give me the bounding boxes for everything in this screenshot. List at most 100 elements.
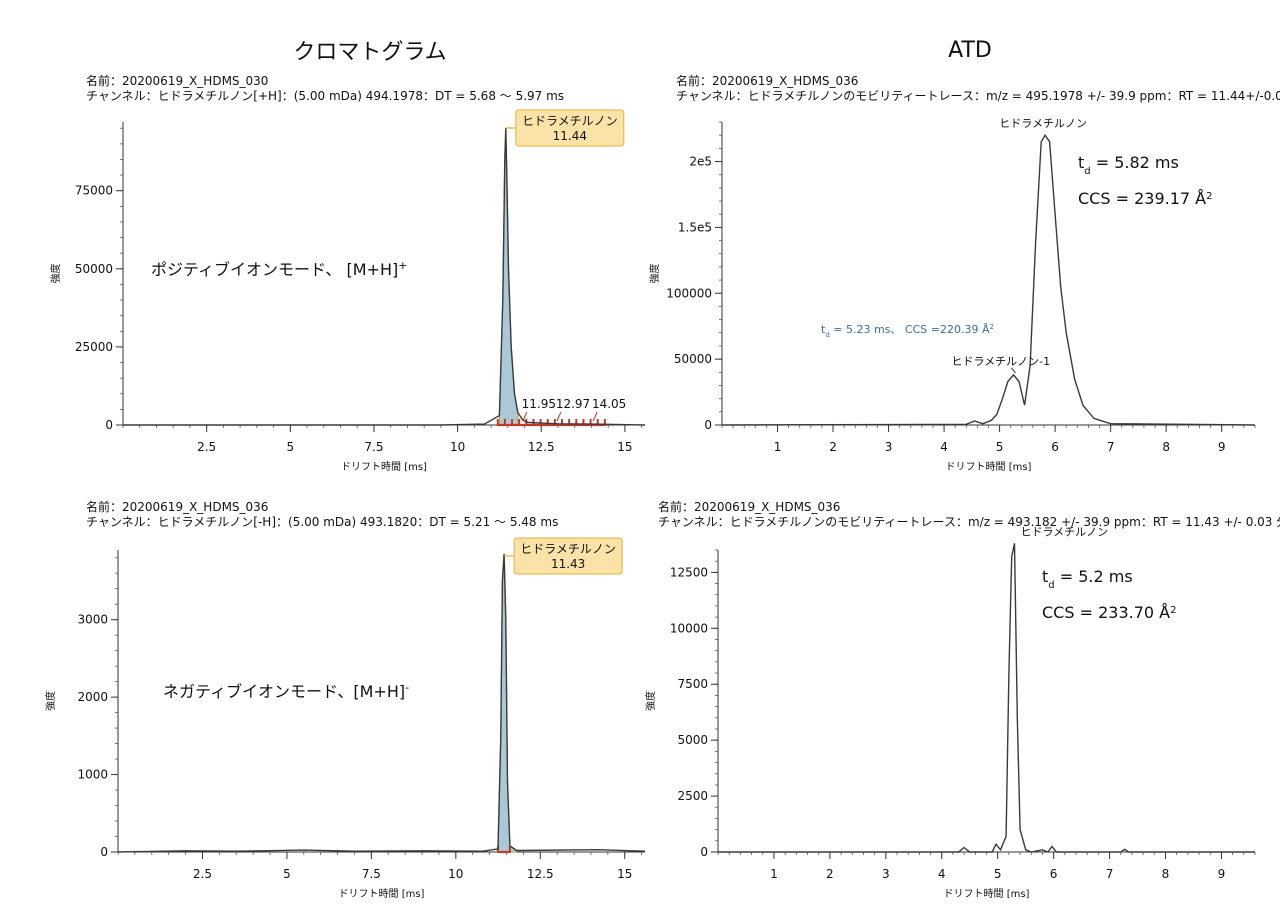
panel1-channel: チャンネル：ヒドラメチルノン[+H]：(5.00 mDa) 494.1978：D… <box>86 89 565 103</box>
x-tick-label: 7.5 <box>362 867 381 881</box>
apex-label-name: ヒドラメチルノン <box>522 114 618 128</box>
td-callout: td = 5.2 ms <box>1042 567 1133 591</box>
x-axis-label: ドリフト時間 [ms] <box>339 888 425 900</box>
y-tick-label: 1.5e5 <box>678 220 712 234</box>
x-tick-label: 7 <box>1107 440 1115 454</box>
x-tick-label: 10 <box>450 440 465 454</box>
panel4-header: 名前：20200619_X_HDMS_036 チャンネル：ヒドラメチルノンのモビ… <box>658 500 1280 530</box>
panel1-name: 名前：20200619_X_HDMS_030 <box>86 74 269 88</box>
minor-peak-leader <box>592 411 598 422</box>
td-value: = 5.2 ms <box>1055 567 1133 586</box>
x-tick-label: 7.5 <box>364 440 383 454</box>
minor-peak-leader <box>556 411 562 422</box>
y-tick-label: 2500 <box>677 789 708 803</box>
peak-label: ヒドラメチルノン <box>999 117 1087 130</box>
x-tick-label: 5 <box>994 867 1002 881</box>
panel4-name: 名前：20200619_X_HDMS_036 <box>658 500 841 514</box>
series-line <box>117 553 646 853</box>
apex-label-value: 11.43 <box>551 557 585 571</box>
y-tick-label: 50000 <box>674 352 712 366</box>
minor-peak-label: 11.95 <box>522 397 556 411</box>
y-tick-label: 100000 <box>666 286 712 300</box>
x-axis-label: ドリフト時間 [ms] <box>946 461 1032 473</box>
x-tick-label: 12.5 <box>528 440 555 454</box>
y-tick-label: 25000 <box>75 340 113 354</box>
minor-td-subscript: d <box>825 331 829 339</box>
y-axis-label: 強度 <box>44 691 57 711</box>
x-tick-label: 2 <box>829 440 837 454</box>
y-axis-label: 強度 <box>644 691 657 711</box>
x-tick-label: 9 <box>1218 440 1226 454</box>
y-tick-label: 3000 <box>77 613 108 627</box>
apex-label-box <box>513 537 623 575</box>
x-axis-label: ドリフト時間 [ms] <box>341 461 427 473</box>
td-subscript: d <box>1048 580 1054 591</box>
panel3-channel: チャンネル：ヒドラメチルノン[-H]：(5.00 mDa) 493.1820：D… <box>86 515 559 529</box>
minor-peak-leader <box>522 411 528 422</box>
ccs-superscript: 2 <box>1206 191 1212 202</box>
x-tick-label: 12.5 <box>527 867 554 881</box>
y-tick-label: 0 <box>105 418 113 432</box>
panel2-channel: チャンネル：ヒドラメチルノンのモビリティートレース：m/z = 495.1978… <box>676 89 1280 103</box>
x-tick-label: 5 <box>286 440 294 454</box>
peak-label-leader <box>1011 367 1016 374</box>
y-tick-label: 10000 <box>670 621 708 635</box>
chart-p2: 0 50000 100000 1.5e5 2e5 1 2 3 4 5 6 7 8 9 ドリフト時間 [ms]… <box>648 117 1256 473</box>
panel3-header: 名前：20200619_X_HDMS_036 チャンネル：ヒドラメチルノン[-H… <box>86 500 558 530</box>
ion-mode-sign: + <box>398 259 407 272</box>
y-tick-label: 0 <box>704 418 712 432</box>
chart-p4: 0 2500 5000 7500 10000 12500 1 2 3 4 5 6 7 8 9 ドリフト時間 [… <box>644 525 1256 900</box>
x-tick-label: 1 <box>770 867 778 881</box>
x-axis-label: ドリフト時間 [ms] <box>944 888 1030 900</box>
apex-label-box <box>515 109 625 147</box>
y-tick-label: 2e5 <box>689 155 712 169</box>
x-tick-label: 6 <box>1050 867 1058 881</box>
x-tick-label: 5 <box>996 440 1004 454</box>
panel1-header: 名前：20200619_X_HDMS_030 チャンネル：ヒドラメチルノン[+H… <box>86 74 564 104</box>
y-axis-label: 強度 <box>49 264 62 284</box>
x-tick-label: 15 <box>617 867 632 881</box>
x-tick-label: 6 <box>1051 440 1059 454</box>
minor-peak-label: 14.05 <box>592 397 626 411</box>
series-line <box>123 128 646 426</box>
x-tick-label: 3 <box>885 440 893 454</box>
minor-ccs-superscript: 2 <box>990 323 994 331</box>
minor-td-callout: td = 5.23 ms、 CCS =220.39 Å2 <box>821 323 994 339</box>
x-tick-label: 2.5 <box>197 440 216 454</box>
x-tick-label: 5 <box>283 867 291 881</box>
peak-label: ヒドラメチルノン <box>1020 525 1108 538</box>
y-tick-label: 7500 <box>677 677 708 691</box>
atd-heading: ATD <box>948 38 992 63</box>
y-tick-label: 0 <box>100 845 108 859</box>
series-line <box>718 543 1255 853</box>
x-tick-label: 4 <box>938 867 946 881</box>
apex-label-name: ヒドラメチルノン <box>520 542 616 556</box>
panel2-header: 名前：20200619_X_HDMS_036 チャンネル：ヒドラメチルノンのモビ… <box>676 74 1280 104</box>
ion-mode-sign: - <box>405 681 409 694</box>
x-tick-label: 4 <box>940 440 948 454</box>
td-callout: td = 5.82 ms <box>1078 153 1179 177</box>
chart-p3: 0 1000 2000 3000 2.5 5 7.5 10 12.5 15 ドリフト時間 [ms] 強… <box>44 537 646 900</box>
peak-label-minor: ヒドラメチルノン-1 <box>951 355 1050 368</box>
x-tick-label: 3 <box>882 867 890 881</box>
x-tick-label: 1 <box>774 440 782 454</box>
minor-td-value: = 5.23 ms、 CCS =220.39 Å <box>830 323 990 336</box>
chromatogram-heading: クロマトグラム <box>293 40 447 65</box>
ion-mode-annotation: ネガティブイオンモード、[M+H]- <box>163 681 409 702</box>
minor-peak-label: 12.97 <box>556 397 590 411</box>
y-axis-label: 強度 <box>648 264 661 284</box>
panel2-name: 名前：20200619_X_HDMS_036 <box>676 74 859 88</box>
x-tick-label: 10 <box>448 867 463 881</box>
x-tick-label: 7 <box>1106 867 1114 881</box>
x-tick-label: 2.5 <box>193 867 212 881</box>
ccs-superscript: 2 <box>1170 605 1176 616</box>
td-subscript: d <box>1084 166 1090 177</box>
panel4-channel: チャンネル：ヒドラメチルノンのモビリティートレース：m/z = 493.182 … <box>658 515 1280 529</box>
y-tick-label: 50000 <box>75 262 113 276</box>
ccs-callout: CCS = 233.70 Å2 <box>1042 603 1176 622</box>
x-tick-label: 8 <box>1162 440 1170 454</box>
chart-p1: 0 25000 50000 75000 2.5 5 7.5 10 12.5 15 ドリフト時間 [m… <box>49 109 646 473</box>
y-tick-label: 75000 <box>75 184 113 198</box>
y-tick-label: 5000 <box>677 733 708 747</box>
